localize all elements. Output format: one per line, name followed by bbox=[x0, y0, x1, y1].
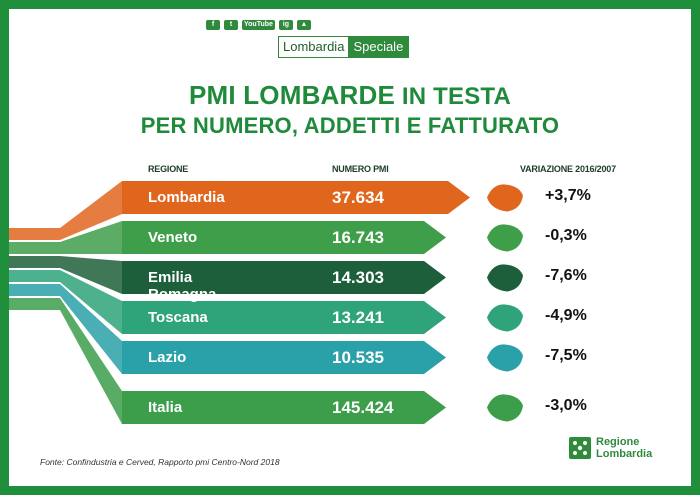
region-map-icon bbox=[487, 344, 523, 372]
column-header-region: REGIONE bbox=[148, 164, 189, 174]
funnel-connector bbox=[9, 284, 122, 374]
row-arrow bbox=[122, 181, 470, 214]
region-name: Emilia Romagna bbox=[148, 269, 217, 303]
pmi-count: 145.424 bbox=[332, 398, 394, 417]
lombardia-speciale-logo: Lombardia Speciale bbox=[278, 36, 410, 58]
region-name: Lazio bbox=[148, 349, 187, 366]
youtube-icon[interactable]: YouTube bbox=[242, 20, 275, 30]
row-arrow bbox=[122, 341, 446, 374]
social-icons: f t YouTube ig ▲ bbox=[206, 20, 311, 30]
funnel-connector bbox=[9, 181, 122, 240]
twitter-icon[interactable]: t bbox=[224, 20, 238, 30]
region-name: Italia bbox=[148, 399, 183, 416]
brand-line-1: Regione bbox=[596, 436, 640, 448]
title-rest: IN TESTA bbox=[395, 83, 512, 110]
region-name: Lombardia bbox=[148, 189, 225, 206]
row-arrow bbox=[122, 261, 446, 294]
region-name: Toscana bbox=[148, 309, 208, 326]
pmi-count: 16.743 bbox=[332, 228, 384, 247]
regione-lombardia-logo: Regione Lombardia bbox=[569, 436, 652, 460]
rosa-camuna-icon bbox=[569, 437, 591, 459]
funnel-connector bbox=[9, 270, 122, 334]
instagram-icon[interactable]: ig bbox=[278, 20, 293, 30]
title-line-1: PMI LOMBARDE IN TESTA bbox=[0, 80, 700, 111]
pmi-count: 10.535 bbox=[332, 348, 384, 367]
app-icon[interactable]: ▲ bbox=[296, 20, 311, 30]
variation-value: -0,3% bbox=[545, 227, 587, 244]
funnel-connector bbox=[9, 256, 122, 294]
title-bold: PMI LOMBARDE bbox=[188, 80, 396, 110]
row-arrow bbox=[122, 301, 446, 334]
pmi-count: 14.303 bbox=[332, 268, 384, 287]
facebook-icon[interactable]: f bbox=[206, 20, 220, 30]
source-note: Fonte: Confindustria e Cerved, Rapporto … bbox=[40, 457, 280, 467]
row-arrow bbox=[122, 391, 446, 424]
region-name: Veneto bbox=[148, 229, 198, 246]
funnel-connector bbox=[9, 298, 122, 424]
funnel-connector bbox=[9, 221, 122, 254]
pmi-count: 13.241 bbox=[332, 308, 384, 327]
pmi-count: 37.634 bbox=[332, 188, 384, 207]
column-header-variation: VARIAZIONE 2016/2007 bbox=[520, 164, 616, 174]
title-line-2: PER NUMERO, ADDETTI E FATTURATO bbox=[140, 113, 560, 138]
variation-value: -4,9% bbox=[545, 307, 587, 324]
region-map-icon bbox=[487, 184, 523, 212]
row-arrow bbox=[122, 221, 446, 254]
region-map-icon bbox=[487, 264, 523, 292]
variation-value: -7,6% bbox=[545, 267, 587, 284]
variation-value: -7,5% bbox=[545, 347, 587, 364]
column-header-count: NUMERO PMI bbox=[332, 164, 389, 174]
logo-right-text: Speciale bbox=[348, 37, 409, 57]
region-map-icon bbox=[487, 304, 523, 332]
variation-value: -3,0% bbox=[545, 397, 587, 414]
region-map-icon bbox=[487, 224, 523, 252]
logo-left-text: Lombardia bbox=[279, 37, 349, 57]
region-map-icon bbox=[487, 394, 523, 422]
brand-line-2: Lombardia bbox=[596, 448, 653, 460]
variation-value: +3,7% bbox=[545, 187, 591, 204]
